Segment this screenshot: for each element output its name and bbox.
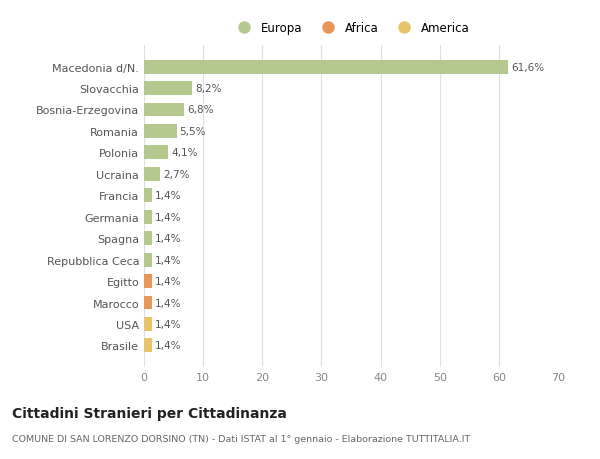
Bar: [144, 339, 152, 353]
Bar: [144, 61, 508, 74]
Text: 2,7%: 2,7%: [163, 169, 190, 179]
Text: 1,4%: 1,4%: [155, 276, 182, 286]
Text: 1,4%: 1,4%: [155, 255, 182, 265]
Text: 61,6%: 61,6%: [511, 62, 544, 73]
Text: 5,5%: 5,5%: [179, 127, 206, 137]
Bar: [144, 103, 184, 117]
Bar: [144, 189, 152, 203]
Bar: [144, 125, 176, 139]
Text: 6,8%: 6,8%: [187, 105, 214, 115]
Bar: [144, 168, 160, 181]
Bar: [144, 210, 152, 224]
Text: 4,1%: 4,1%: [171, 148, 198, 158]
Bar: [144, 296, 152, 310]
Text: 1,4%: 1,4%: [155, 319, 182, 329]
Bar: [144, 232, 152, 246]
Text: 1,4%: 1,4%: [155, 341, 182, 351]
Legend: Europa, Africa, America: Europa, Africa, America: [230, 20, 472, 37]
Text: 1,4%: 1,4%: [155, 298, 182, 308]
Bar: [144, 146, 168, 160]
Bar: [144, 82, 193, 96]
Text: COMUNE DI SAN LORENZO DORSINO (TN) - Dati ISTAT al 1° gennaio - Elaborazione TUT: COMUNE DI SAN LORENZO DORSINO (TN) - Dat…: [12, 434, 470, 443]
Text: 8,2%: 8,2%: [196, 84, 222, 94]
Text: Cittadini Stranieri per Cittadinanza: Cittadini Stranieri per Cittadinanza: [12, 406, 287, 420]
Bar: [144, 253, 152, 267]
Bar: [144, 317, 152, 331]
Bar: [144, 274, 152, 288]
Text: 1,4%: 1,4%: [155, 234, 182, 244]
Text: 1,4%: 1,4%: [155, 212, 182, 222]
Text: 1,4%: 1,4%: [155, 191, 182, 201]
